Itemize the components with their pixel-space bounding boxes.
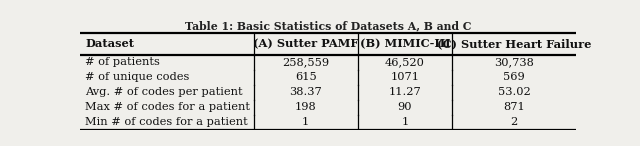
Text: 871: 871	[503, 102, 525, 112]
Text: 1: 1	[401, 117, 408, 127]
Text: # of patients: # of patients	[85, 57, 160, 67]
Text: 569: 569	[503, 72, 525, 82]
Text: 46,520: 46,520	[385, 57, 425, 67]
Text: (C) Sutter Heart Failure: (C) Sutter Heart Failure	[437, 38, 591, 49]
Text: # of unique codes: # of unique codes	[85, 72, 189, 82]
Text: 11.27: 11.27	[388, 87, 421, 97]
Text: 1: 1	[302, 117, 309, 127]
Text: Max # of codes for a patient: Max # of codes for a patient	[85, 102, 250, 112]
Text: 30,738: 30,738	[494, 57, 534, 67]
Text: (B) MIMIC-III: (B) MIMIC-III	[360, 38, 450, 49]
Text: 198: 198	[295, 102, 317, 112]
Text: 258,559: 258,559	[282, 57, 329, 67]
Text: 90: 90	[397, 102, 412, 112]
Text: (A) Sutter PAMF: (A) Sutter PAMF	[253, 38, 358, 49]
Text: Avg. # of codes per patient: Avg. # of codes per patient	[85, 87, 243, 97]
Text: Min # of codes for a patient: Min # of codes for a patient	[85, 117, 248, 127]
Text: 2: 2	[510, 117, 518, 127]
Text: 615: 615	[295, 72, 317, 82]
Text: Table 1: Basic Statistics of Datasets A, B and C: Table 1: Basic Statistics of Datasets A,…	[185, 20, 471, 31]
Text: 38.37: 38.37	[289, 87, 322, 97]
Text: 1071: 1071	[390, 72, 419, 82]
Text: 53.02: 53.02	[498, 87, 531, 97]
Text: Dataset: Dataset	[85, 38, 134, 49]
